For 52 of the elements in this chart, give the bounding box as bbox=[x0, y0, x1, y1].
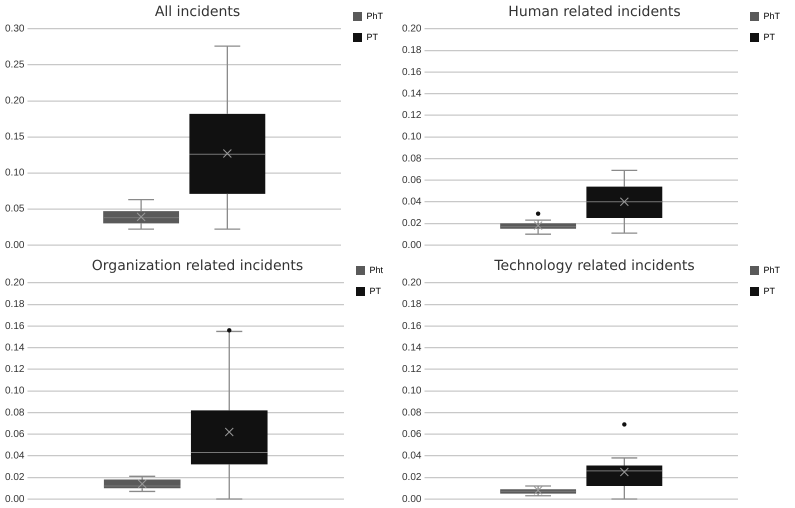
legend-label: PT bbox=[763, 32, 776, 42]
chart-title: All incidents bbox=[154, 4, 240, 20]
y-tick-label: 0.06 bbox=[402, 174, 422, 186]
legend-label: PhT bbox=[366, 10, 384, 21]
y-tick-label: 0.25 bbox=[4, 60, 25, 71]
y-tick-label: 0.04 bbox=[402, 450, 422, 462]
y-tick-label: 0.30 bbox=[4, 24, 25, 35]
y-tick-label: 0.00 bbox=[402, 240, 422, 251]
y-tick-label: 0.10 bbox=[4, 168, 25, 179]
legend-label: PhT bbox=[763, 10, 780, 21]
y-tick-label: 0.16 bbox=[402, 320, 422, 332]
y-tick-label: 0.06 bbox=[4, 428, 25, 440]
y-tick-label: 0.20 bbox=[4, 278, 25, 289]
y-tick-label: 0.08 bbox=[402, 153, 422, 164]
legend-label: PT bbox=[763, 286, 776, 296]
y-tick-label: 0.14 bbox=[402, 88, 422, 100]
legend-label: Pht bbox=[369, 264, 384, 275]
y-tick-label: 0.12 bbox=[402, 364, 422, 376]
y-tick-label: 0.08 bbox=[402, 407, 422, 418]
y-tick-label: 0.18 bbox=[402, 299, 422, 310]
y-tick-label: 0.20 bbox=[4, 96, 25, 107]
legend-label: PhT bbox=[763, 264, 780, 275]
legend-label: PT bbox=[366, 32, 378, 42]
y-tick-label: 0.04 bbox=[4, 450, 25, 462]
y-tick-label: 0.12 bbox=[4, 364, 25, 376]
y-tick-label: 0.10 bbox=[4, 386, 25, 397]
y-tick-label: 0.02 bbox=[402, 472, 422, 484]
y-tick-label: 0.16 bbox=[402, 66, 422, 78]
y-tick-label: 0.02 bbox=[4, 472, 25, 484]
y-tick-label: 0.15 bbox=[4, 132, 25, 143]
y-tick-label: 0.18 bbox=[402, 45, 422, 56]
y-tick-label: 0.20 bbox=[402, 278, 422, 289]
y-tick-label: 0.00 bbox=[402, 494, 422, 505]
y-tick-label: 0.05 bbox=[4, 204, 25, 215]
y-tick-label: 0.08 bbox=[4, 407, 25, 418]
y-tick-label: 0.00 bbox=[4, 494, 25, 505]
y-tick-label: 0.16 bbox=[4, 320, 25, 332]
y-tick-label: 0.10 bbox=[402, 132, 422, 143]
y-tick-label: 0.14 bbox=[402, 342, 422, 354]
y-tick-label: 0.06 bbox=[402, 428, 422, 440]
y-tick-label: 0.12 bbox=[402, 110, 422, 122]
y-tick-label: 0.10 bbox=[402, 386, 422, 397]
y-tick-label: 0.02 bbox=[402, 218, 422, 230]
chart-title: Human related incidents bbox=[508, 4, 681, 20]
y-tick-label: 0.00 bbox=[4, 240, 25, 251]
y-tick-label: 0.04 bbox=[402, 196, 422, 208]
chart-title: Technology related incidents bbox=[493, 258, 695, 274]
legend-label: PT bbox=[369, 286, 382, 296]
y-tick-label: 0.20 bbox=[402, 24, 422, 35]
chart-title: Organization related incidents bbox=[92, 258, 304, 274]
y-tick-label: 0.14 bbox=[4, 342, 25, 354]
y-tick-label: 0.18 bbox=[4, 299, 25, 310]
